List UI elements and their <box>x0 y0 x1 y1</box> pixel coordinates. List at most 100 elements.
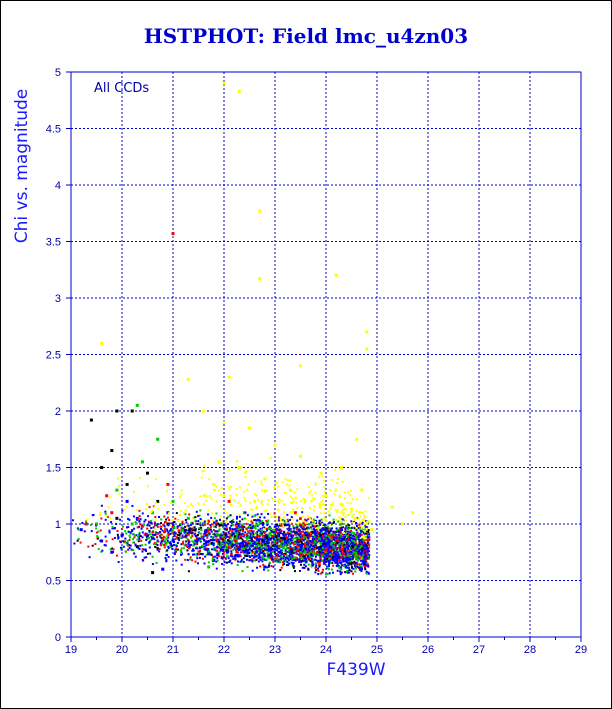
scatter-point <box>308 523 311 526</box>
scatter-point <box>216 549 219 552</box>
scatter-point <box>235 539 238 542</box>
scatter-point <box>244 475 247 478</box>
scatter-point <box>208 495 211 498</box>
scatter-point <box>294 496 297 499</box>
scatter-point <box>241 532 244 535</box>
scatter-point <box>250 513 253 516</box>
scatter-point <box>352 549 355 552</box>
scatter-point <box>223 527 226 530</box>
scatter-point <box>332 532 335 535</box>
scatter-point <box>315 528 318 531</box>
scatter-point <box>225 517 228 520</box>
scatter-point <box>225 551 228 554</box>
scatter-point <box>312 518 315 521</box>
scatter-point <box>214 555 217 558</box>
scatter-point <box>241 538 244 541</box>
x-tick-label: 25 <box>371 644 383 656</box>
scatter-point <box>207 509 210 512</box>
scatter-point <box>168 541 171 544</box>
scatter-point <box>347 559 350 562</box>
scatter-point <box>203 562 206 565</box>
scatter-point <box>171 547 174 550</box>
scatter-point <box>351 544 354 547</box>
scatter-point <box>180 493 183 496</box>
scatter-point <box>268 549 271 552</box>
scatter-point <box>351 507 354 510</box>
scatter-point <box>219 549 222 552</box>
scatter-point <box>325 519 328 522</box>
scatter-point <box>139 535 142 538</box>
scatter-point <box>356 557 359 560</box>
scatter-point <box>284 538 287 541</box>
scatter-point <box>368 520 371 523</box>
scatter-point <box>363 522 366 525</box>
scatter-point <box>141 531 144 534</box>
scatter-point <box>338 542 341 545</box>
scatter-point <box>215 523 218 526</box>
scatter-point <box>338 544 341 547</box>
scatter-point <box>332 531 335 534</box>
scatter-point <box>247 551 250 554</box>
scatter-point <box>105 514 108 517</box>
scatter-point <box>208 528 211 531</box>
scatter-point <box>301 555 304 558</box>
scatter-point <box>243 551 246 554</box>
scatter-point <box>240 535 243 538</box>
scatter-point <box>261 556 264 559</box>
scatter-point <box>301 530 304 533</box>
scatter-point <box>283 536 286 539</box>
scatter-point <box>328 559 331 562</box>
scatter-point <box>211 560 214 563</box>
scatter-point <box>182 542 185 545</box>
scatter-point <box>293 491 296 494</box>
scatter-point <box>328 545 331 548</box>
scatter-point <box>344 533 348 537</box>
scatter-point <box>288 535 291 538</box>
scatter-point <box>249 508 252 511</box>
scatter-point <box>234 539 237 542</box>
scatter-point <box>168 519 171 522</box>
scatter-point <box>271 547 274 550</box>
scatter-point <box>308 518 311 521</box>
scatter-point <box>224 543 227 546</box>
scatter-point <box>238 520 241 523</box>
scatter-point <box>279 530 282 533</box>
scatter-point <box>203 520 206 523</box>
scatter-point <box>191 535 194 538</box>
scatter-point <box>241 550 244 553</box>
scatter-point <box>253 537 256 540</box>
scatter-point <box>161 540 164 543</box>
scatter-point <box>363 544 366 547</box>
scatter-point <box>243 549 246 552</box>
scatter-point <box>229 537 232 540</box>
scatter-point <box>180 532 183 535</box>
scatter-point <box>273 530 276 533</box>
scatter-point <box>231 528 234 531</box>
scatter-point <box>272 548 275 551</box>
scatter-point <box>255 550 258 553</box>
scatter-point <box>280 545 283 548</box>
scatter-point <box>361 557 364 560</box>
scatter-point <box>320 518 323 521</box>
scatter-point <box>125 505 128 508</box>
scatter-point <box>305 519 308 522</box>
scatter-point <box>229 521 232 524</box>
scatter-point <box>331 532 334 535</box>
scatter-point <box>88 556 91 559</box>
scatter-point <box>241 528 244 531</box>
scatter-point <box>277 485 280 488</box>
scatter-point <box>229 534 232 537</box>
scatter-point <box>352 545 355 548</box>
scatter-point <box>294 537 297 540</box>
scatter-point <box>320 553 323 556</box>
scatter-point <box>283 511 286 514</box>
scatter-point <box>151 531 154 534</box>
scatter-point <box>134 555 137 558</box>
scatter-point <box>358 511 361 514</box>
scatter-point <box>211 542 214 545</box>
scatter-point <box>367 530 370 533</box>
scatter-point <box>166 490 169 493</box>
scatter-point <box>310 563 313 566</box>
scatter-point <box>237 502 240 505</box>
scatter-point <box>155 501 158 504</box>
